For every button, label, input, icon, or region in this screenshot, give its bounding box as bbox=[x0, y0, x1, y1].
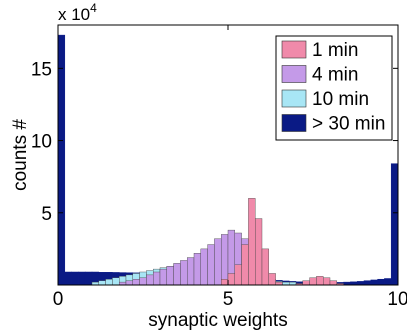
bar-3-3 bbox=[78, 271, 86, 286]
bar-0-12 bbox=[316, 276, 324, 286]
legend-swatch-2 bbox=[281, 89, 307, 108]
bar-1-11 bbox=[193, 253, 202, 286]
bar-0-6 bbox=[261, 248, 270, 286]
bar-0-3 bbox=[241, 244, 249, 286]
bar-0-1 bbox=[227, 273, 236, 286]
bar-2-2 bbox=[105, 279, 113, 286]
y-axis-label: counts # bbox=[10, 119, 31, 191]
x-axis-label: synaptic weights bbox=[148, 310, 287, 330]
bar-3-4 bbox=[84, 271, 93, 286]
bar-1-10 bbox=[186, 257, 195, 286]
legend-label-3: > 30 min bbox=[312, 114, 385, 135]
bar-1-1 bbox=[125, 280, 134, 286]
bar-3-0 bbox=[57, 34, 66, 286]
legend-swatch-1 bbox=[281, 65, 307, 83]
y-tick-label-1: 10 bbox=[31, 132, 52, 153]
bars-layer bbox=[57, 34, 399, 286]
bar-1-4 bbox=[146, 274, 154, 286]
bar-3-2 bbox=[71, 271, 79, 286]
y-tick-label-2: 15 bbox=[31, 59, 52, 80]
bar-1-5 bbox=[152, 271, 161, 286]
bar-2-3 bbox=[112, 277, 120, 286]
bar-3-49 bbox=[390, 163, 399, 286]
bar-1-15 bbox=[220, 234, 229, 286]
y-axis-multiplier: x 104 bbox=[58, 1, 97, 24]
bar-1-8 bbox=[173, 263, 181, 286]
bar-0-10 bbox=[302, 280, 310, 286]
bar-0-0 bbox=[220, 279, 229, 286]
bar-3-46 bbox=[370, 279, 378, 286]
legend-swatch-3 bbox=[281, 114, 307, 132]
bar-3-45 bbox=[363, 280, 372, 286]
bar-0-4 bbox=[248, 198, 256, 286]
series-0 bbox=[220, 198, 344, 286]
bar-1-2 bbox=[132, 279, 140, 286]
bar-0-7 bbox=[268, 273, 276, 286]
bar-3-47 bbox=[377, 278, 385, 286]
bar-3-48 bbox=[384, 278, 392, 286]
x-tick-label-0: 0 bbox=[53, 289, 64, 310]
bar-3-44 bbox=[356, 281, 365, 286]
x-tick-label-1: 5 bbox=[223, 289, 234, 310]
y-tick-label-0: 5 bbox=[41, 204, 52, 225]
x-tick-label-2: 10 bbox=[387, 289, 407, 310]
bar-1-3 bbox=[139, 277, 147, 286]
bar-1-9 bbox=[180, 260, 188, 286]
bar-0-2 bbox=[234, 264, 242, 286]
legend-label-2: 10 min bbox=[312, 89, 369, 110]
bar-1-7 bbox=[166, 266, 174, 286]
bar-0-13 bbox=[323, 277, 331, 286]
bar-2-1 bbox=[98, 280, 106, 286]
bar-0-11 bbox=[309, 277, 317, 286]
bar-0-14 bbox=[329, 280, 338, 286]
bar-0-5 bbox=[254, 218, 263, 286]
legend: 1 min 4 min 10 min > 30 min bbox=[275, 35, 393, 141]
bar-1-12 bbox=[200, 248, 208, 286]
legend-label-0: 1 min bbox=[312, 40, 358, 61]
bar-1-13 bbox=[207, 244, 215, 286]
bar-3-1 bbox=[64, 271, 72, 286]
legend-swatch-0 bbox=[281, 40, 307, 59]
ticks-layer: 0 5 10 5 10 15 bbox=[31, 25, 407, 310]
bar-1-14 bbox=[214, 238, 222, 286]
bar-1-6 bbox=[159, 268, 168, 286]
legend-label-1: 4 min bbox=[312, 65, 358, 86]
